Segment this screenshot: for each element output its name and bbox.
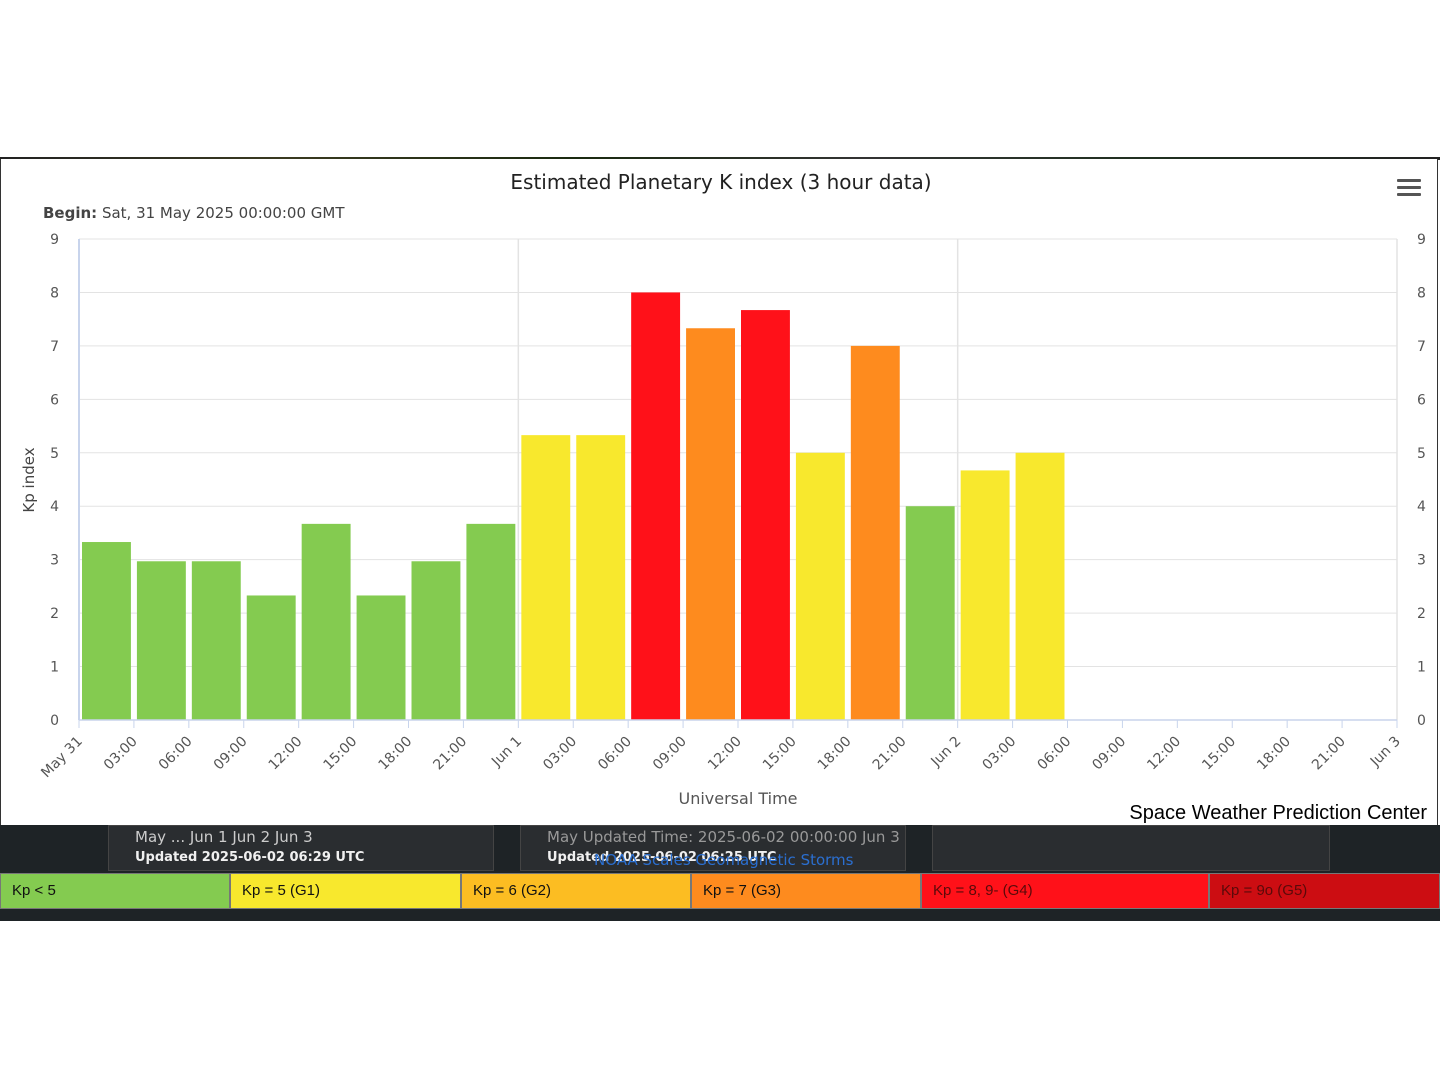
kp-bar (795, 452, 845, 720)
kp-bar (466, 523, 516, 720)
chart-title: Estimated Planetary K index (3 hour data… (510, 170, 931, 194)
hamburger-icon-line (1397, 179, 1421, 182)
x-tick-label: 06:00 (156, 734, 196, 774)
x-tick-label: 15:00 (1199, 734, 1239, 774)
kp-bar (1015, 452, 1065, 720)
y-tick-label-right: 0 (1417, 713, 1426, 729)
kp-index-chart: Estimated Planetary K index (3 hour data… (0, 159, 1438, 825)
y-tick-label-left: 1 (50, 660, 59, 676)
y-tick-label-right: 4 (1417, 499, 1426, 515)
x-tick-label: 03:00 (540, 734, 580, 774)
x-tick-label: 21:00 (870, 734, 910, 774)
kp-bar (576, 435, 626, 720)
kp-bar (905, 506, 955, 720)
y-tick-label-left: 2 (50, 606, 59, 622)
legend-item: Kp = 7 (G3) (691, 873, 921, 909)
credit-text[interactable]: Space Weather Prediction Center (1129, 802, 1427, 824)
subtitle-value: Sat, 31 May 2025 00:00:00 GMT (97, 204, 345, 222)
x-tick-label: 09:00 (211, 734, 251, 774)
y-tick-label-right: 5 (1417, 446, 1426, 462)
y-tick-label-left: 0 (50, 713, 59, 729)
panel1-dates: May ... Jun 1 Jun 2 Jun 3 (135, 828, 313, 846)
x-tick-label: May 31 (38, 734, 86, 782)
kp-bar (960, 470, 1010, 720)
y-axis-label: Kp index (20, 447, 38, 512)
kp-bar (246, 595, 296, 720)
legend-item: Kp = 6 (G2) (461, 873, 691, 909)
kp-bar (191, 561, 241, 720)
y-tick-label-right: 9 (1417, 232, 1426, 248)
subtitle-label: Begin: (43, 204, 97, 222)
y-tick-label-left: 6 (50, 392, 59, 408)
x-tick-label: 03:00 (101, 734, 141, 774)
y-tick-label-left: 3 (50, 553, 59, 569)
x-tick-label: 18:00 (375, 734, 415, 774)
background-image-strip (0, 157, 1440, 160)
hamburger-icon-line (1397, 193, 1421, 196)
hamburger-icon-line (1397, 186, 1421, 189)
background-panel-3 (932, 825, 1330, 871)
kp-bar (356, 595, 406, 720)
x-tick-label: 09:00 (1089, 734, 1129, 774)
x-tick-label: 21:00 (430, 734, 470, 774)
background-panel-1: May ... Jun 1 Jun 2 Jun 3 Updated 2025-0… (108, 825, 494, 871)
chart-menu-button[interactable] (1397, 179, 1421, 199)
x-tick-label: 21:00 (1309, 734, 1349, 774)
bars (82, 292, 1065, 720)
kp-bar (686, 328, 735, 720)
kp-bar (631, 292, 681, 720)
y-tick-label-left: 9 (50, 232, 59, 248)
panel2-dates: May Updated Time: 2025-06-02 00:00:00 Ju… (547, 828, 900, 846)
y-tick-label-left: 8 (50, 285, 59, 301)
x-tick-label: 18:00 (1254, 734, 1294, 774)
x-tick-label: Jun 3 (1367, 734, 1404, 771)
kp-bar (850, 345, 900, 720)
y-tick-label-right: 8 (1417, 285, 1426, 301)
kp-bar (411, 561, 461, 720)
chart-canvas: Estimated Planetary K index (3 hour data… (20, 170, 1427, 824)
y-tick-label-right: 3 (1417, 553, 1426, 569)
legend-item: Kp = 8, 9- (G4) (921, 873, 1209, 909)
grid-lines (79, 238, 1398, 720)
x-tick-label: 12:00 (266, 734, 306, 774)
y-tick-label-left: 5 (50, 446, 59, 462)
x-tick-label: 06:00 (1034, 734, 1074, 774)
x-axis-label: Universal Time (678, 789, 797, 808)
x-tick-label: Jun 2 (928, 734, 965, 771)
legend-item: Kp < 5 (0, 873, 230, 909)
x-tick-label: 09:00 (650, 734, 690, 774)
x-tick-label: 18:00 (815, 734, 855, 774)
kp-bar (301, 523, 351, 720)
x-tick-label: 15:00 (321, 734, 361, 774)
legend-item: Kp = 9o (G5) (1209, 873, 1440, 909)
y-tick-label-left: 7 (50, 339, 59, 355)
y-tick-label-right: 2 (1417, 606, 1426, 622)
x-tick-label: Jun 1 (488, 734, 525, 771)
x-tick-label: 15:00 (760, 734, 800, 774)
panel1-updated: Updated 2025-06-02 06:29 UTC (135, 850, 365, 865)
kp-bar (136, 561, 186, 720)
y-tick-label-left: 4 (50, 499, 59, 515)
noaa-scales-link[interactable]: NOAA Scales Geomagnetic Storms (594, 851, 854, 869)
x-tick-label: 12:00 (705, 734, 745, 774)
y-tick-label-right: 6 (1417, 392, 1426, 408)
kp-bar (82, 542, 131, 720)
kp-bar (521, 435, 571, 720)
background-panel-2: May Updated Time: 2025-06-02 00:00:00 Ju… (520, 825, 906, 871)
chart-subtitle: Begin: Sat, 31 May 2025 00:00:00 GMT (43, 204, 345, 222)
x-tick-label: 06:00 (595, 734, 635, 774)
x-tick-label: 12:00 (1144, 734, 1184, 774)
panel2-updated: Updated 2025-06-02 06:25 UTC (547, 850, 777, 865)
y-tick-label-right: 1 (1417, 660, 1426, 676)
legend-item: Kp = 5 (G1) (230, 873, 461, 909)
kp-bar (741, 310, 790, 720)
y-tick-label-right: 7 (1417, 339, 1426, 355)
x-tick-label: 03:00 (980, 734, 1020, 774)
